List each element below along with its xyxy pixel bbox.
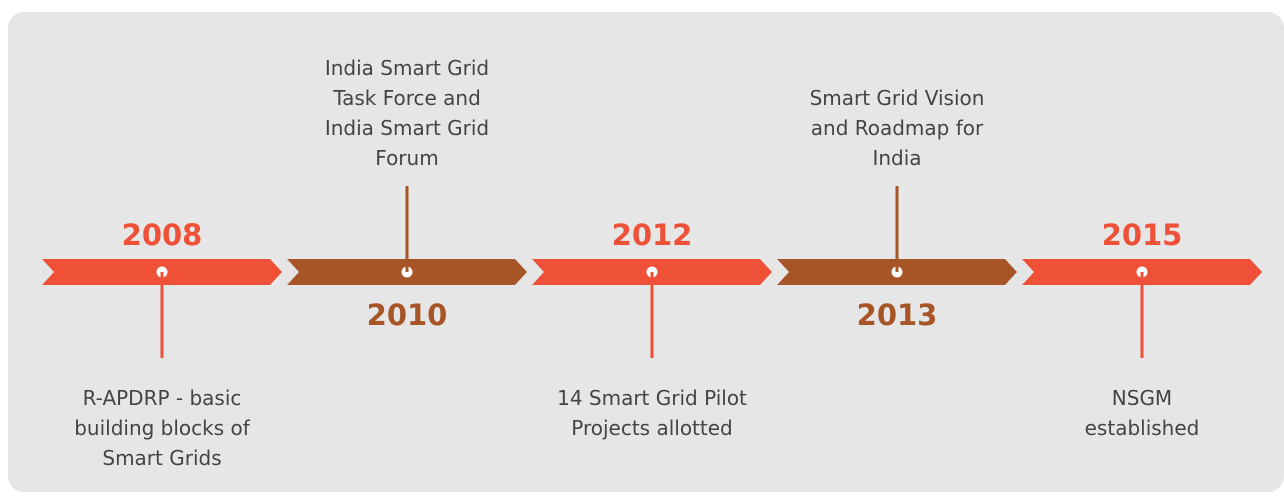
description: NSGM xyxy=(1112,386,1172,410)
year: 2015 xyxy=(1102,218,1183,252)
description: India Smart Grid xyxy=(325,116,489,140)
year: 2012 xyxy=(612,218,693,252)
description: 14 Smart Grid Pilot xyxy=(557,386,747,410)
description: Smart Grid Vision xyxy=(810,86,985,110)
year: 2008 xyxy=(122,218,203,252)
description: India Smart Grid xyxy=(325,56,489,80)
description: Task Force and xyxy=(332,86,481,110)
background xyxy=(8,12,1284,492)
year: 2010 xyxy=(367,298,448,332)
description: building blocks of xyxy=(74,416,251,440)
description: established xyxy=(1085,416,1200,440)
description: Forum xyxy=(375,146,438,170)
description: India xyxy=(872,146,921,170)
year: 2013 xyxy=(857,298,938,332)
description: Projects allotted xyxy=(571,416,733,440)
description: and Roadmap for xyxy=(811,116,984,140)
description: Smart Grids xyxy=(102,446,221,470)
description: R-APDRP - basic xyxy=(83,386,242,410)
